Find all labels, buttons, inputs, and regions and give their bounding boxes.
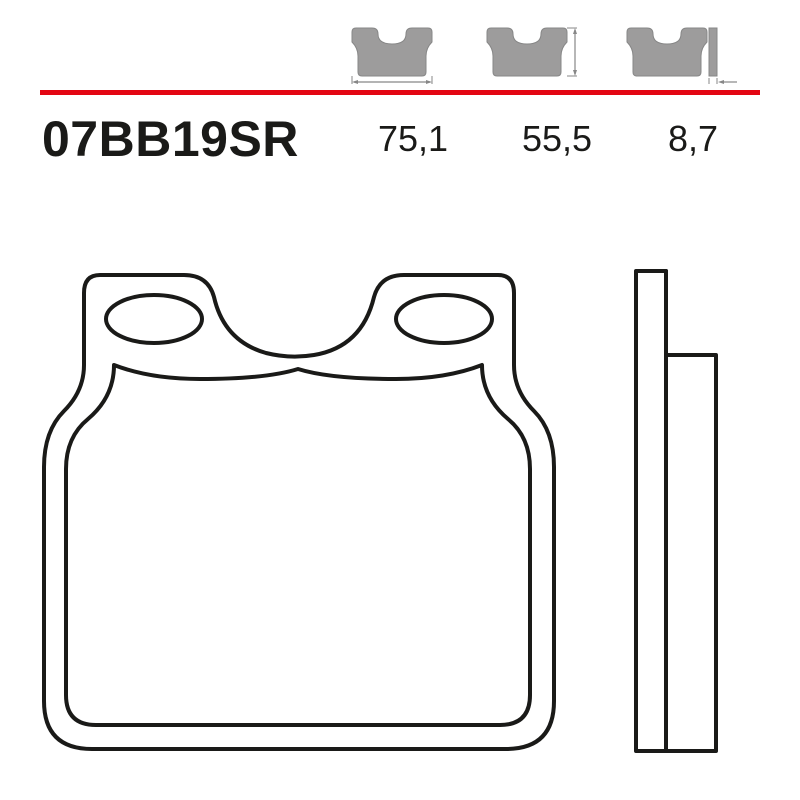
thickness-dimension-icon — [627, 28, 737, 84]
side-view — [636, 271, 716, 751]
accent-divider — [40, 90, 760, 95]
product-spec-sheet: 07BB19SR 75,1 55,5 8,7 — [0, 0, 800, 800]
height-value: 55,5 — [522, 118, 592, 160]
height-dimension-icon — [487, 28, 577, 76]
width-value: 75,1 — [378, 118, 448, 160]
dimension-icons-row — [348, 22, 748, 84]
width-dimension-icon — [352, 28, 432, 84]
part-number: 07BB19SR — [42, 110, 299, 168]
thickness-value: 8,7 — [668, 118, 718, 160]
technical-drawing — [40, 215, 760, 775]
front-view — [44, 275, 554, 749]
